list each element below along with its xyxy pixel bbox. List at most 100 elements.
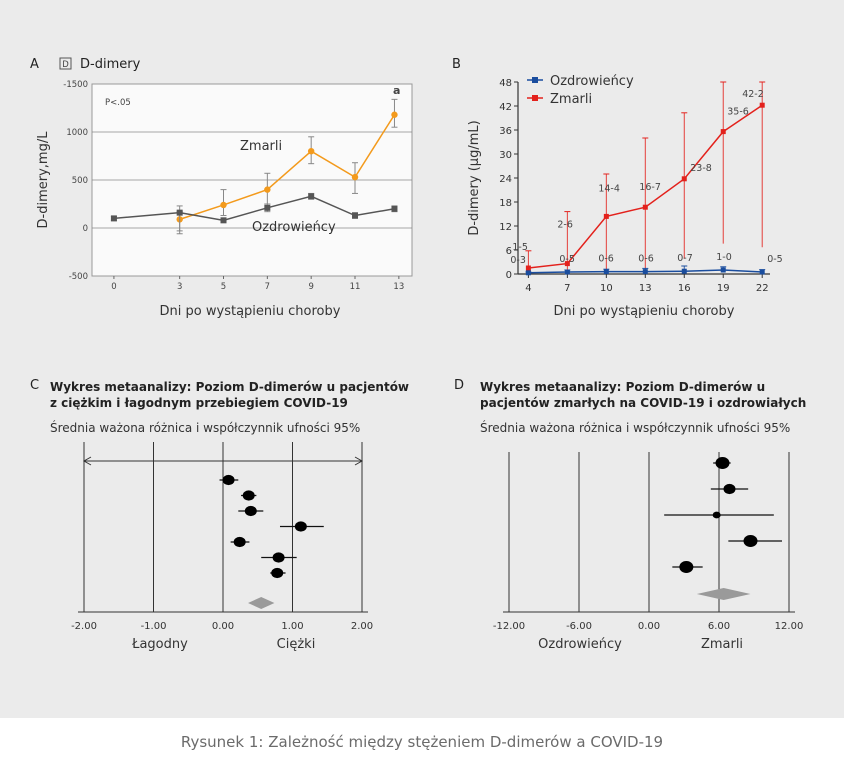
panel-b-data-label: 1-0 xyxy=(716,252,732,263)
panel-c-group-label-left: Łagodny xyxy=(131,637,188,652)
panel-b-data-label: 16-7 xyxy=(639,182,661,193)
panel-d-group-label-right: Zmarli xyxy=(701,637,743,652)
panel-d-group-label-left: Ozdrowieńcy xyxy=(538,637,622,652)
panel-b-data-label: 35-6 xyxy=(727,107,749,118)
panel-d-study-point xyxy=(679,561,694,573)
panel-a-significance-mark: a xyxy=(393,84,400,97)
panel-a-point-zmarli xyxy=(264,186,271,193)
panel-a-ytick-label: 0 xyxy=(83,224,88,234)
panel-a-point-zmarli xyxy=(220,201,227,209)
panel-b-legend-marker xyxy=(532,77,538,83)
panel-a-xtick-label: 11 xyxy=(350,282,361,292)
panel-b-point xyxy=(603,213,609,219)
panel-b-legend-label: Ozdrowieńcy xyxy=(550,74,634,89)
panel-b-point xyxy=(525,265,531,271)
panel-b-point xyxy=(642,204,648,210)
panel-b-data-label: 0-7 xyxy=(677,253,693,264)
panel-a-point-zmarli xyxy=(391,111,398,118)
panel-a-xtick-label: 9 xyxy=(308,282,313,292)
panel-b-data-label: 0-3 xyxy=(510,255,526,266)
panel-a-point-zmarli xyxy=(351,173,359,181)
panel-c-study-point xyxy=(244,505,257,517)
panel-d-letter: D xyxy=(454,378,464,393)
panel-a-xtick-label: 7 xyxy=(265,282,270,292)
panel-b-xtick-label: 22 xyxy=(756,283,769,294)
panel-d-xtick-label: -12.00 xyxy=(493,621,525,632)
panel-c-study-point xyxy=(271,567,284,579)
panel-a-label-ozdrowiency: Ozdrowieńcy xyxy=(252,220,336,235)
panel-b-xlabel: Dni po wystąpieniu choroby xyxy=(554,304,735,319)
panel-b-point xyxy=(564,261,570,267)
figure-caption: Rysunek 1: Zależność między stężeniem D-… xyxy=(180,733,664,751)
panel-a-point-ozdrowiency xyxy=(110,215,117,222)
panel-d-study-point xyxy=(712,511,721,519)
panel-b-xtick-label: 4 xyxy=(525,283,531,294)
panel-c-xtick-label: -1.00 xyxy=(141,621,167,632)
panel-c-xtick-label: 1.00 xyxy=(281,621,303,632)
panel-c-subtitle: Średnia ważona różnica i współczynnik uf… xyxy=(50,420,360,435)
panel-d-study-point xyxy=(715,457,730,469)
panel-c-title-line: Wykres metaanalizy: Poziom D-dimerów u p… xyxy=(50,380,409,394)
panel-d-study-point xyxy=(743,535,758,547)
panel-b-ytick-label: 24 xyxy=(499,174,512,185)
panel-b-data-label: 1-5 xyxy=(512,242,528,253)
panel-b-xtick-label: 7 xyxy=(564,283,570,294)
panel-c-study-point xyxy=(294,521,307,532)
d-dimer-icon-letter: D xyxy=(62,60,69,70)
panel-b-legend-label: Zmarli xyxy=(550,92,592,107)
panel-b-point xyxy=(681,176,687,182)
d-dimer-icon xyxy=(59,57,72,70)
panel-b-ytick-label: 36 xyxy=(499,126,512,137)
panel-d-title-line: pacjentów zmarłych na COVID-19 i ozdrowi… xyxy=(480,396,806,410)
panel-a-pvalue: P<.05 xyxy=(105,98,131,108)
panel-c-arrowhead-left xyxy=(82,456,92,466)
panel-a-label-zmarli: Zmarli xyxy=(240,139,282,154)
panel-b-point xyxy=(759,269,765,275)
panel-a-ytick-label: -500 xyxy=(69,272,88,282)
panel-d-xtick-label: 6.00 xyxy=(708,621,730,632)
panel-a-point-ozdrowiency xyxy=(391,205,398,212)
panel-a-series-line xyxy=(179,114,396,221)
panel-c-xtick-label: -2.00 xyxy=(71,621,97,632)
panel-a-letter: A xyxy=(30,57,39,72)
panel-b-point xyxy=(642,269,648,275)
panel-c-study-point xyxy=(233,536,246,548)
panel-b-data-label: 42-2 xyxy=(742,89,764,100)
panel-c-study-point xyxy=(222,474,235,486)
panel-d-xtick-label: 0.00 xyxy=(638,621,660,632)
panel-b-ytick-label: 48 xyxy=(499,78,512,89)
panel-a-ytick-label: 1000 xyxy=(66,128,88,138)
panel-b-point xyxy=(759,102,765,108)
panel-b-point xyxy=(603,269,609,275)
panel-d-pooled-diamond xyxy=(696,588,751,600)
panel-b-ytick-label: 42 xyxy=(499,102,512,113)
panel-d-xtick-label: 12.00 xyxy=(775,621,804,632)
panel-b-ytick-label: 0 xyxy=(506,270,512,281)
panel-b-xtick-label: 13 xyxy=(639,283,652,294)
panel-b-data-label: 0-5 xyxy=(767,254,783,265)
panel-a-point-ozdrowiency xyxy=(308,193,315,200)
panel-a-xlabel: Dni po wystąpieniu choroby xyxy=(160,304,341,319)
panel-b-data-label: 14-4 xyxy=(598,183,620,194)
panel-b-data-label: 23-8 xyxy=(690,163,712,174)
panel-a-xtick-label: 13 xyxy=(393,282,404,292)
panel-b-point xyxy=(720,267,726,273)
panel-d-title-line: Wykres metaanalizy: Poziom D-dimerów u xyxy=(480,380,765,394)
panel-a-point-zmarli xyxy=(307,148,315,155)
panel-b-ylabel: D-dimery (μg/mL) xyxy=(467,120,482,235)
panel-a-xtick-label: 5 xyxy=(221,282,226,292)
panel-b-legend-marker xyxy=(532,95,538,101)
panel-b-data-label: 0-6 xyxy=(638,254,654,265)
panel-a-title: D-dimery xyxy=(80,57,141,72)
panel-a-xtick-label: 0 xyxy=(111,282,116,292)
figure-canvas: A D D-dimery -500 0 500 1000 -1500 0 3 5 7 9 11 13 P<.0… xyxy=(30,57,806,652)
panel-a-point-ozdrowiency xyxy=(176,209,183,216)
panel-b-data-label: 2-6 xyxy=(557,220,573,231)
panel-c-arrowhead-right xyxy=(354,456,364,466)
panel-c-xtick-label: 2.00 xyxy=(351,621,373,632)
panel-c-pooled-diamond xyxy=(248,597,275,609)
panel-d-xtick-label: -6.00 xyxy=(566,621,592,632)
panel-a-point-ozdrowiency xyxy=(264,204,271,211)
panel-b-xtick-label: 10 xyxy=(600,283,613,294)
panel-a-ytick-label: 500 xyxy=(72,176,88,186)
